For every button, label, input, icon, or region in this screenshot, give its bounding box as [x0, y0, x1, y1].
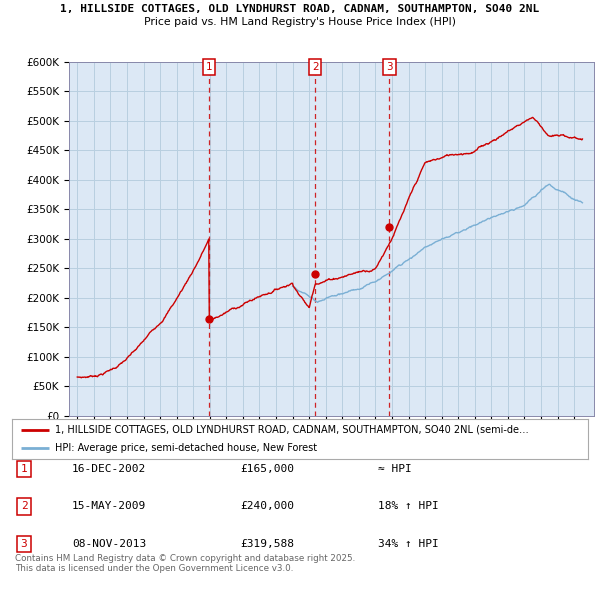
Text: 1: 1	[206, 62, 212, 72]
Text: £165,000: £165,000	[240, 464, 294, 474]
Text: 16-DEC-2002: 16-DEC-2002	[72, 464, 146, 474]
Text: 2: 2	[20, 502, 28, 511]
Text: Contains HM Land Registry data © Crown copyright and database right 2025.
This d: Contains HM Land Registry data © Crown c…	[15, 554, 355, 573]
Text: 1: 1	[20, 464, 28, 474]
Text: 3: 3	[386, 62, 393, 72]
Text: 1, HILLSIDE COTTAGES, OLD LYNDHURST ROAD, CADNAM, SOUTHAMPTON, SO40 2NL (semi-de: 1, HILLSIDE COTTAGES, OLD LYNDHURST ROAD…	[55, 425, 529, 435]
Text: 15-MAY-2009: 15-MAY-2009	[72, 502, 146, 511]
Text: 3: 3	[20, 539, 28, 549]
Text: £319,588: £319,588	[240, 539, 294, 549]
Text: 1, HILLSIDE COTTAGES, OLD LYNDHURST ROAD, CADNAM, SOUTHAMPTON, SO40 2NL: 1, HILLSIDE COTTAGES, OLD LYNDHURST ROAD…	[61, 4, 539, 14]
Text: 18% ↑ HPI: 18% ↑ HPI	[378, 502, 439, 511]
Text: 2: 2	[312, 62, 319, 72]
Text: 08-NOV-2013: 08-NOV-2013	[72, 539, 146, 549]
Text: 34% ↑ HPI: 34% ↑ HPI	[378, 539, 439, 549]
Text: £240,000: £240,000	[240, 502, 294, 511]
Text: ≈ HPI: ≈ HPI	[378, 464, 412, 474]
Text: HPI: Average price, semi-detached house, New Forest: HPI: Average price, semi-detached house,…	[55, 443, 317, 453]
Text: Price paid vs. HM Land Registry's House Price Index (HPI): Price paid vs. HM Land Registry's House …	[144, 17, 456, 27]
